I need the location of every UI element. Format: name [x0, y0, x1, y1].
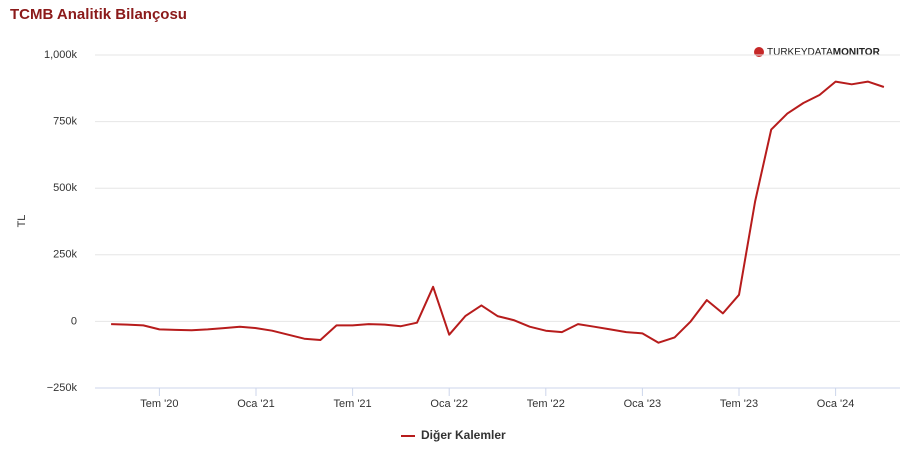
x-tick-label: Tem '22	[527, 398, 565, 410]
y-tick-label: 250k	[53, 249, 77, 261]
x-tick-label: Oca '22	[430, 398, 468, 410]
y-axis-label: TL	[16, 215, 28, 228]
watermark-part: MONITOR	[833, 47, 881, 58]
y-tick-label: 0	[71, 315, 77, 327]
watermark-part: TURKEYDATA	[767, 47, 833, 58]
chart-title: TCMB Analitik Bilançosu	[10, 6, 187, 23]
y-tick-label: 750k	[53, 116, 77, 128]
legend-label: Diğer Kalemler	[421, 428, 506, 442]
x-tick-label: Oca '24	[817, 398, 855, 410]
x-tick-label: Oca '21	[237, 398, 275, 410]
x-tick-label: Tem '21	[334, 398, 372, 410]
legend-item: Diğer Kalemler	[401, 428, 506, 442]
y-tick-label: 500k	[53, 182, 77, 194]
data-line	[111, 80, 885, 344]
watermark: TURKEYDATAMONITOR	[767, 47, 881, 58]
x-tick-label: Tem '20	[140, 398, 178, 410]
y-tick-label: −250k	[47, 382, 78, 394]
y-tick-label: 1,000k	[44, 49, 78, 61]
x-tick-label: Tem '23	[720, 398, 758, 410]
x-tick-label: Oca '23	[624, 398, 662, 410]
